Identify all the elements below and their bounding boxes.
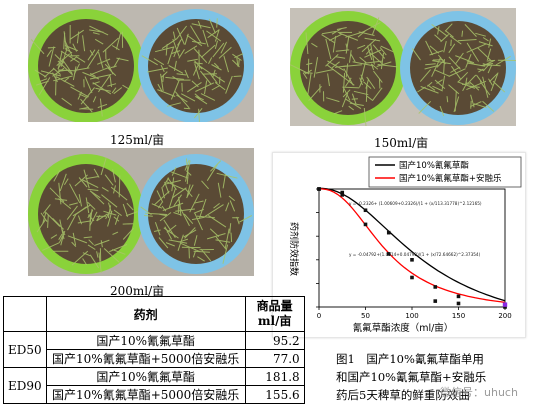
figure-caption-line-2: 和国产10%氰氟草酯+安融乐 [336, 370, 487, 384]
bowls-photo [290, 8, 516, 126]
y-axis-label: 药剂防效指数 [288, 222, 300, 276]
data-point [340, 193, 345, 197]
data-point [363, 222, 368, 227]
table-cell-value: 95.2 [244, 331, 305, 350]
plot-frame [318, 188, 506, 308]
table-cell-reagent: 国产10%氰氟草酯+5000倍安融乐 [45, 385, 246, 404]
data-point [386, 252, 391, 256]
data-point [433, 285, 438, 289]
data-point [410, 275, 414, 280]
table-group-label: ED50 [3, 331, 47, 368]
table-cell-reagent: 国产10%氰氟草酯 [45, 367, 246, 386]
bowls-photo [28, 148, 254, 276]
data-point [363, 208, 368, 213]
table-row: 国产10%氰氟草酯+5000倍安融乐 77.0 [4, 349, 305, 368]
data-point [410, 258, 414, 262]
fit-equation-1: y = -0.2326+ (1.00609+0.2326)/(1 + (x/11… [349, 201, 482, 206]
photo-caption-150: 150ml/亩 [374, 136, 429, 150]
table-row: ED50 国产10%氰氟草酯 95.2 [3, 331, 305, 368]
data-point [456, 294, 461, 299]
x-tick-label: 0 [317, 312, 321, 320]
x-tick-label: 100 [405, 312, 418, 320]
table-header-reagent: 药剂 [45, 296, 246, 332]
figure-caption-line-3: 药后5天稗草的鲜重防效曲 [336, 388, 470, 402]
table-group-label: ED90 [3, 367, 47, 404]
watermark: 微信号：uhuch [440, 386, 518, 399]
photo-panel-150 [290, 8, 516, 126]
data-point [456, 301, 461, 306]
photo-caption-125: 125ml/亩 [110, 133, 165, 147]
x-tick-label: 200 [498, 312, 511, 320]
table-row: 国产10%氰氟草酯+5000倍安融乐 155.6 [4, 385, 305, 404]
series-line-2 [318, 188, 506, 304]
dose-response-chart: 0 50 100 150 200 y = -0.2326+ (1.00609+0.232… [272, 152, 526, 338]
data-point [340, 190, 345, 195]
table-header-group [3, 296, 47, 332]
table-header-row: 药剂 商品量 ml/亩 [3, 296, 305, 332]
bowls-photo [28, 4, 254, 122]
data-point [433, 299, 438, 303]
chart-legend: 国产10%氰氟草酯 国产10%氰氟草酯+安融乐 [368, 156, 522, 188]
table-cell-value: 155.6 [244, 385, 305, 404]
x-axis-label: 氰氟草酯浓度（ml/亩） [353, 322, 454, 334]
table-row: ED90 国产10%氰氟草酯 181.8 [3, 367, 305, 404]
data-point [502, 302, 508, 307]
photo-panel-125 [28, 4, 254, 122]
figure-caption-line-1: 图1 国产10%氰氟草酯单用 [336, 352, 484, 366]
photo-caption-200: 200ml/亩 [110, 284, 165, 298]
table-header-yield: 商品量 ml/亩 [244, 296, 305, 332]
data-point [503, 305, 507, 309]
x-tick-label: 150 [452, 312, 465, 320]
table-cell-reagent: 国产10%氰氟草酯 [45, 331, 246, 350]
data-point [317, 187, 321, 191]
legend-label-series-1: 国产10%氰氟草酯 [399, 160, 469, 171]
series-line-1 [318, 187, 506, 302]
x-tick-label: 50 [361, 312, 370, 320]
chart-svg: 0 50 100 150 200 y = -0.2326+ (1.00609+0.232… [288, 156, 522, 334]
ed-table: 药剂 商品量 ml/亩 ED50 国产10%氰氟草酯 95.2 国产10%氰氟草… [3, 296, 305, 404]
table-cell-value: 181.8 [244, 367, 305, 386]
legend-label-series-2: 国产10%氰氟草酯+安融乐 [399, 173, 502, 184]
table-cell-reagent: 国产10%氰氟草酯+5000倍安融乐 [45, 349, 246, 368]
data-point [386, 230, 391, 235]
fit-equation-2: y = -0.04792+(1.0014+0.04792)/(1 + (x/72… [349, 252, 481, 257]
figure-caption: 图1 国产10%氰氟草酯单用 和国产10%氰氟草酯+安融乐 药后5天稗草的鲜重防… [336, 350, 486, 404]
table-header-yield-line-2: ml/亩 [257, 314, 292, 328]
table-cell-value: 77.0 [244, 349, 305, 368]
table-header-yield-line-1: 商品量 [256, 299, 293, 313]
photo-panel-200 [28, 148, 254, 276]
